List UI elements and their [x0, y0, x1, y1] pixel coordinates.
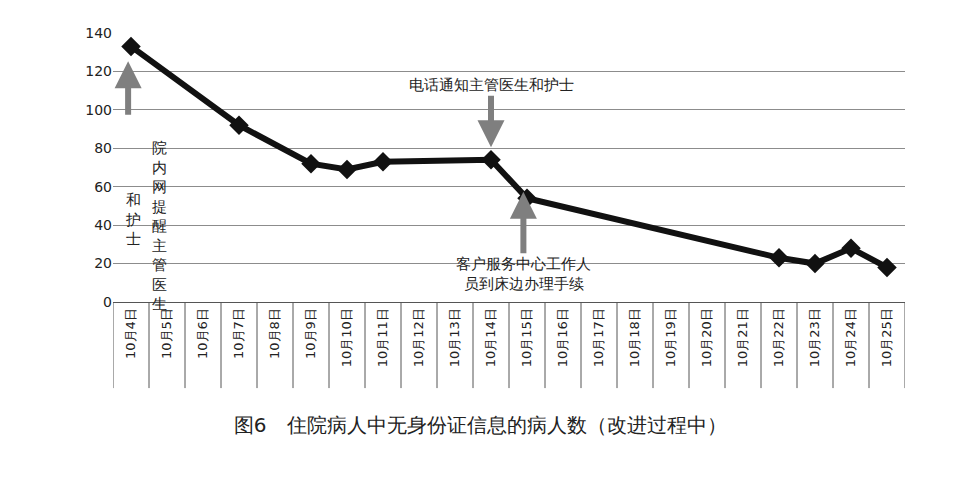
svg-text:140: 140: [85, 25, 112, 41]
svg-text:80: 80: [94, 140, 112, 156]
svg-text:10月24日: 10月24日: [843, 308, 858, 367]
svg-text:60: 60: [94, 179, 112, 195]
svg-text:120: 120: [85, 63, 112, 79]
svg-text:10月13日: 10月13日: [447, 308, 462, 367]
svg-text:10月17日: 10月17日: [591, 308, 606, 367]
svg-text:10月18日: 10月18日: [627, 308, 642, 367]
svg-text:电话通知主管医生和护士: 电话通知主管医生和护士: [409, 76, 574, 94]
svg-text:客户服务中心工作人员到床边办理手续: 客户服务中心工作人员到床边办理手续: [456, 255, 591, 293]
svg-text:10月15日: 10月15日: [519, 308, 534, 367]
svg-text:10月6日: 10月6日: [195, 308, 210, 359]
svg-text:20: 20: [94, 255, 112, 271]
svg-text:10月19日: 10月19日: [663, 308, 678, 367]
svg-text:10月11日: 10月11日: [375, 308, 390, 367]
svg-text:0: 0: [103, 294, 112, 310]
svg-text:40: 40: [94, 217, 112, 233]
svg-text:10月22日: 10月22日: [771, 308, 786, 367]
svg-text:10月9日: 10月9日: [303, 308, 318, 359]
svg-text:10月21日: 10月21日: [735, 308, 750, 367]
svg-text:10月5日: 10月5日: [159, 308, 174, 359]
svg-text:院内网提醒主管医生: 院内网提醒主管医生: [152, 139, 167, 313]
svg-text:10月20日: 10月20日: [699, 308, 714, 367]
svg-text:10月16日: 10月16日: [555, 308, 570, 367]
svg-text:10月25日: 10月25日: [879, 308, 894, 367]
svg-text:图6 住院病人中无身份证信息的病人数（改进过程中）: 图6 住院病人中无身份证信息的病人数（改进过程中）: [234, 413, 727, 437]
svg-text:100: 100: [85, 102, 112, 118]
svg-text:10月12日: 10月12日: [411, 308, 426, 367]
svg-text:10月14日: 10月14日: [483, 308, 498, 367]
svg-text:和护士: 和护士: [125, 191, 141, 248]
svg-text:10月23日: 10月23日: [807, 308, 822, 367]
svg-text:10月4日: 10月4日: [123, 308, 138, 359]
svg-text:10月7日: 10月7日: [231, 308, 246, 359]
svg-text:10月8日: 10月8日: [267, 308, 282, 359]
svg-text:10月10日: 10月10日: [339, 308, 354, 367]
